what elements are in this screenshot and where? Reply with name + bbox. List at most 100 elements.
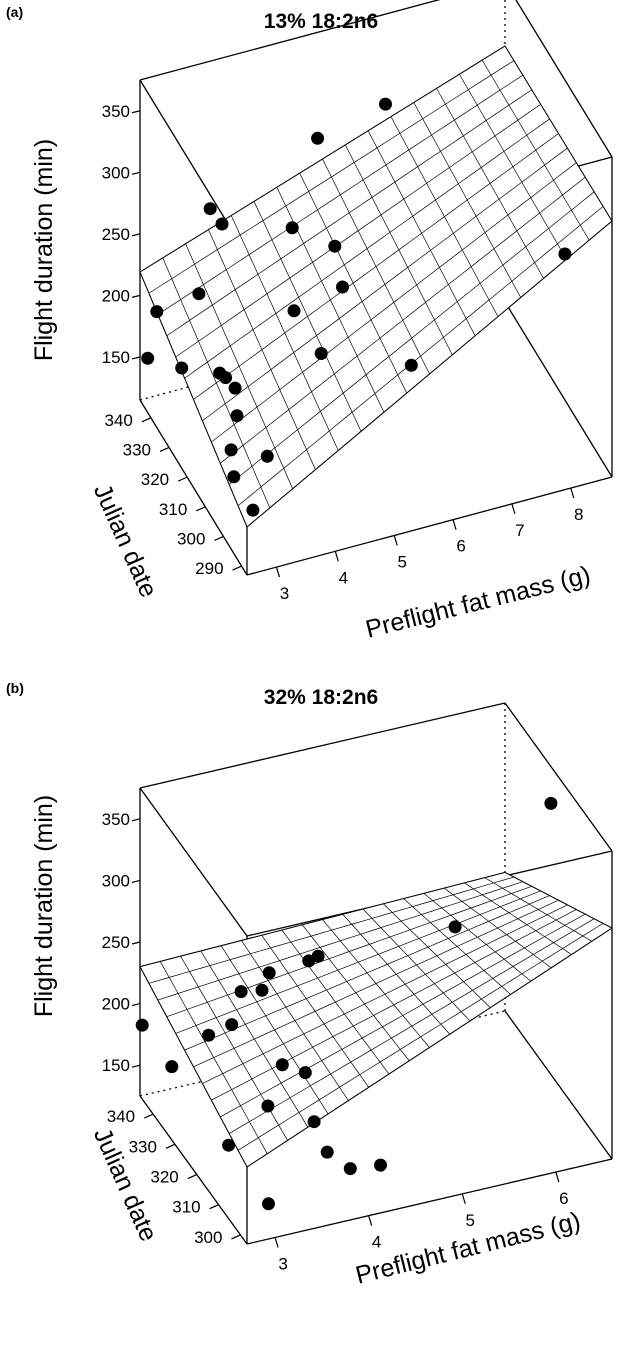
- data-point: [222, 1138, 236, 1152]
- panel-a: (a) 13% 18:2n6 3 4 5 6 7 8 290 300 310 320 330 340 1…: [6, 0, 613, 644]
- data-point: [225, 1018, 239, 1032]
- surface-gridline: [220, 913, 586, 1118]
- axis-ticks: 3 4 5 6 7 8 290 300 310 320 330 340 150 200 250 300 350: [102, 102, 584, 603]
- z-tick-mark: [131, 294, 141, 298]
- z-tick-mark: [131, 233, 141, 237]
- data-point: [558, 247, 572, 261]
- x-tick-mark: [274, 1237, 279, 1248]
- x-tick-mark: [511, 503, 516, 515]
- chart-b-svg: 3 4 5 6 300 310 320 330 340 150 200 250 300 350 Fligh…: [30, 702, 613, 1290]
- panel-label: (a): [6, 4, 24, 20]
- box-edge: [246, 1158, 613, 1245]
- z-axis-label: Flight duration (min): [30, 139, 58, 361]
- data-points: [135, 796, 558, 1211]
- surface-gridline: [228, 191, 595, 485]
- data-point: [298, 1066, 312, 1080]
- axis-ticks: 3 4 5 6 300 310 320 330 340 150 200 250 300 350: [102, 810, 569, 1274]
- data-point: [141, 351, 155, 365]
- surface-gridline: [211, 162, 577, 443]
- data-point: [307, 1115, 321, 1129]
- surface-gridline: [148, 60, 515, 294]
- surface-gridline: [157, 74, 524, 315]
- box-edge: [139, 787, 248, 937]
- y-axis-label: Julian date: [88, 480, 163, 602]
- box-edge: [139, 702, 506, 789]
- z-tick-label: 150: [102, 1056, 130, 1075]
- data-point: [261, 1099, 275, 1113]
- x-tick-label: 6: [456, 537, 465, 556]
- surface-gridline: [228, 918, 595, 1134]
- data-point: [215, 217, 229, 231]
- surface-gridline: [166, 89, 532, 337]
- x-tick-label: 3: [278, 1254, 287, 1273]
- x-tick-mark: [452, 519, 457, 530]
- data-point: [320, 1145, 334, 1159]
- box-edge: [504, 702, 613, 852]
- x-tick-label: 7: [515, 521, 524, 540]
- surface-gridline: [211, 909, 577, 1101]
- z-tick-label: 350: [102, 102, 130, 121]
- surface-gridline: [237, 923, 604, 1151]
- x-tick-label: 5: [397, 552, 406, 571]
- z-tick-mark: [131, 941, 141, 945]
- data-point: [379, 97, 392, 111]
- data-point: [374, 1158, 387, 1172]
- surface-gridline: [184, 118, 550, 379]
- z-tick-mark: [131, 818, 141, 822]
- data-point: [175, 361, 189, 375]
- z-tick-label: 250: [102, 933, 130, 952]
- y-tick-mark: [196, 506, 206, 512]
- z-tick-mark: [131, 110, 141, 114]
- y-tick-mark: [231, 1234, 241, 1240]
- box-edge: [504, 301, 613, 478]
- data-point: [255, 983, 269, 997]
- surface-gridline: [175, 104, 541, 358]
- x-tick-label: 5: [466, 1211, 475, 1230]
- chart-title: 32% 18:2n6: [263, 686, 379, 709]
- x-tick-mark: [393, 535, 398, 546]
- x-tick-label: 4: [339, 568, 348, 587]
- z-tick-label: 250: [102, 225, 130, 244]
- x-tick-mark: [461, 1193, 466, 1205]
- z-tick-label: 200: [102, 286, 130, 305]
- data-point: [230, 409, 244, 423]
- data-point: [228, 381, 242, 395]
- y-tick-label: 310: [159, 500, 187, 519]
- data-point: [285, 221, 299, 235]
- data-point: [203, 202, 217, 216]
- surface-face: [139, 45, 613, 528]
- data-point: [219, 371, 233, 385]
- box-edge: [246, 476, 613, 576]
- y-tick-label: 320: [141, 470, 169, 489]
- y-tick-mark: [177, 476, 188, 482]
- data-point: [311, 949, 325, 963]
- surface-gridline: [193, 133, 559, 400]
- z-tick-mark: [131, 1003, 141, 1007]
- surface-gridline: [237, 206, 604, 507]
- data-point: [224, 443, 238, 457]
- data-point: [311, 131, 325, 145]
- y-tick-label: 310: [172, 1198, 200, 1217]
- data-point: [262, 1197, 275, 1211]
- x-tick-label: 6: [559, 1189, 568, 1208]
- data-point: [150, 305, 164, 319]
- z-tick-label: 350: [102, 810, 130, 829]
- data-point: [275, 1058, 289, 1072]
- data-point: [328, 239, 342, 253]
- z-tick-label: 300: [102, 163, 130, 182]
- data-point: [448, 920, 462, 934]
- y-tick-mark: [187, 1173, 198, 1180]
- data-point: [343, 1162, 357, 1176]
- x-axis-label: Preflight fat mass (g): [363, 561, 594, 644]
- data-point: [262, 966, 276, 980]
- x-tick-label: 8: [574, 505, 583, 524]
- data-point: [135, 1018, 149, 1032]
- data-point: [227, 470, 241, 484]
- x-tick-mark: [555, 1171, 560, 1183]
- data-point: [287, 304, 301, 318]
- box-edge: [515, 0, 613, 158]
- z-tick-label: 200: [102, 995, 130, 1014]
- box-edge: [139, 0, 441, 81]
- z-tick-label: 150: [102, 348, 130, 367]
- surface-gridline: [157, 881, 523, 1001]
